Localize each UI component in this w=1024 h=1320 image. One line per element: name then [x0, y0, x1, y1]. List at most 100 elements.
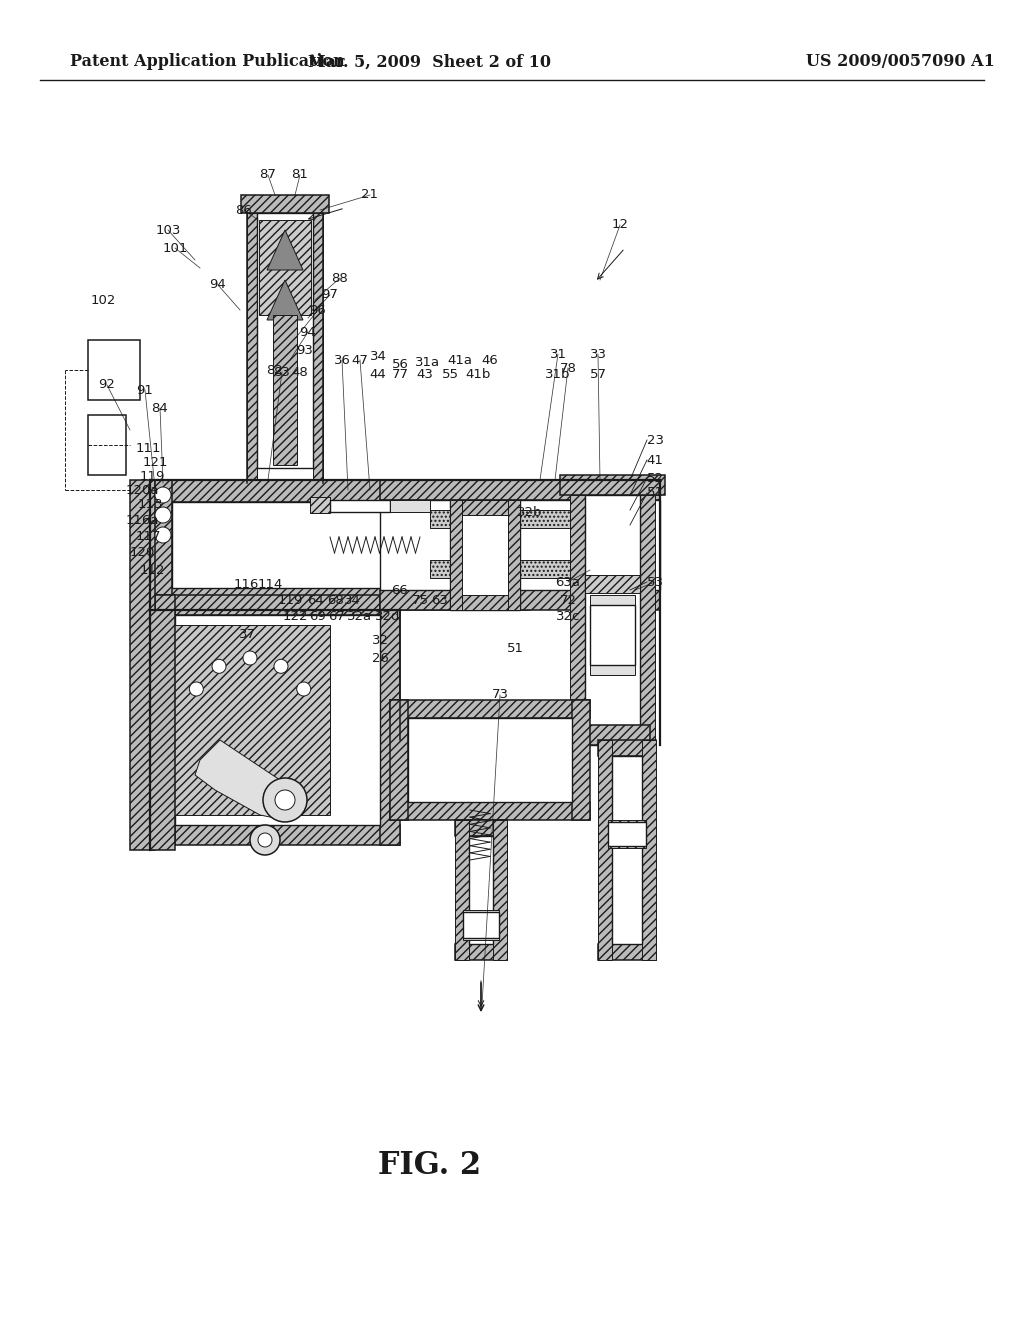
- Text: 21: 21: [361, 189, 379, 202]
- Text: 66: 66: [391, 583, 409, 597]
- Text: 32b: 32b: [517, 506, 543, 519]
- Text: 57: 57: [590, 368, 606, 381]
- Bar: [430, 560, 650, 578]
- Circle shape: [155, 487, 171, 503]
- Bar: [608, 820, 646, 847]
- Text: 120a: 120a: [125, 484, 159, 498]
- Circle shape: [189, 682, 204, 696]
- Text: 93: 93: [297, 343, 313, 356]
- Bar: [612, 756, 642, 944]
- Text: 26: 26: [372, 652, 388, 664]
- Circle shape: [275, 789, 295, 810]
- Bar: [598, 944, 656, 960]
- Text: 119: 119: [139, 470, 165, 483]
- Circle shape: [297, 682, 310, 696]
- Bar: [172, 502, 508, 587]
- Bar: [430, 510, 650, 528]
- Circle shape: [258, 833, 272, 847]
- Bar: [450, 500, 462, 610]
- Text: 91: 91: [136, 384, 154, 396]
- Bar: [642, 741, 656, 960]
- Text: 84: 84: [152, 401, 168, 414]
- Text: 77: 77: [391, 368, 409, 381]
- Bar: [175, 615, 380, 825]
- Bar: [463, 909, 499, 940]
- Text: 34: 34: [344, 594, 360, 606]
- Text: 33: 33: [590, 347, 606, 360]
- Circle shape: [243, 651, 257, 665]
- Text: 87: 87: [259, 169, 276, 181]
- Text: 75: 75: [412, 594, 428, 606]
- Bar: [330, 500, 390, 512]
- Circle shape: [155, 527, 171, 543]
- Text: Mar. 5, 2009  Sheet 2 of 10: Mar. 5, 2009 Sheet 2 of 10: [308, 54, 552, 70]
- Text: 34: 34: [370, 351, 386, 363]
- Bar: [598, 741, 656, 756]
- Bar: [380, 500, 660, 590]
- Bar: [640, 495, 655, 744]
- Text: 94: 94: [300, 326, 316, 338]
- Text: 82: 82: [266, 363, 284, 376]
- Text: 31a: 31a: [416, 355, 440, 368]
- Bar: [88, 414, 126, 475]
- Bar: [390, 500, 430, 512]
- Text: 44: 44: [370, 368, 386, 381]
- Bar: [247, 213, 257, 483]
- Text: 23: 23: [646, 433, 664, 446]
- Bar: [463, 912, 499, 939]
- Bar: [572, 700, 590, 820]
- Text: 48: 48: [292, 366, 308, 379]
- Circle shape: [263, 777, 307, 822]
- Text: 51: 51: [507, 642, 523, 655]
- Text: US 2009/0057090 A1: US 2009/0057090 A1: [806, 54, 994, 70]
- Text: 55: 55: [441, 368, 459, 381]
- Text: 117: 117: [135, 531, 161, 544]
- Bar: [390, 803, 590, 820]
- Circle shape: [250, 825, 280, 855]
- Text: 32a: 32a: [347, 610, 373, 623]
- Text: 32c: 32c: [556, 610, 581, 623]
- Text: 116a: 116a: [125, 513, 159, 527]
- Bar: [150, 587, 530, 610]
- Text: 37: 37: [239, 628, 256, 642]
- Bar: [170, 624, 330, 814]
- Text: 120: 120: [129, 545, 155, 558]
- Bar: [590, 595, 635, 675]
- Bar: [380, 595, 400, 845]
- Text: 53: 53: [646, 576, 664, 589]
- Bar: [155, 595, 400, 615]
- Bar: [390, 700, 590, 718]
- Bar: [608, 822, 646, 846]
- Text: 63: 63: [431, 594, 449, 606]
- Bar: [155, 825, 400, 845]
- Text: 92: 92: [98, 379, 116, 392]
- Bar: [88, 341, 140, 400]
- Text: 111: 111: [135, 441, 161, 454]
- Bar: [380, 480, 660, 500]
- Bar: [493, 820, 507, 960]
- Text: FIG. 2: FIG. 2: [379, 1150, 481, 1180]
- Circle shape: [212, 659, 226, 673]
- Bar: [590, 605, 635, 665]
- Bar: [390, 700, 408, 820]
- Text: 78: 78: [559, 362, 577, 375]
- Bar: [575, 725, 650, 744]
- Text: 116: 116: [233, 578, 259, 591]
- Text: 51: 51: [646, 487, 664, 499]
- Bar: [455, 944, 507, 960]
- Text: 41b: 41b: [465, 368, 490, 381]
- Text: 73: 73: [492, 689, 509, 701]
- Text: 96: 96: [309, 304, 327, 317]
- Text: 31: 31: [550, 347, 566, 360]
- Bar: [585, 495, 640, 744]
- Bar: [273, 315, 297, 465]
- Bar: [508, 500, 520, 610]
- Circle shape: [155, 507, 171, 523]
- Bar: [585, 576, 640, 593]
- Text: 68: 68: [327, 594, 343, 606]
- Polygon shape: [267, 230, 303, 271]
- Bar: [450, 500, 520, 515]
- Bar: [570, 495, 585, 744]
- Bar: [469, 836, 493, 944]
- Text: 112: 112: [139, 564, 165, 577]
